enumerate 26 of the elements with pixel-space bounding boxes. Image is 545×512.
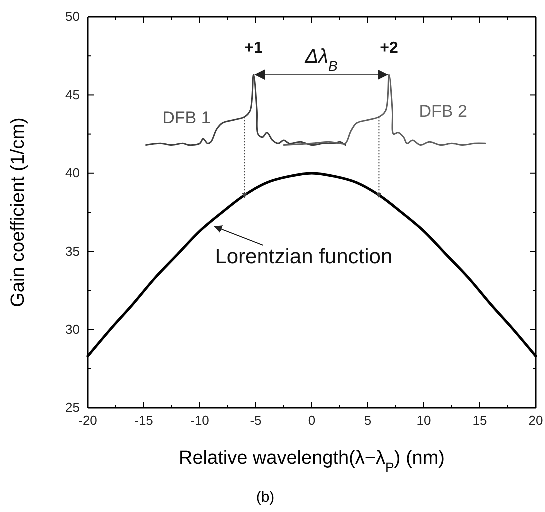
text: (b) — [256, 489, 275, 506]
y-tick-label: 25 — [66, 400, 80, 416]
y-tick-label: 50 — [66, 9, 80, 24]
x-tick-label: -20 — [78, 413, 98, 428]
x-tick-label: -10 — [190, 413, 210, 428]
annotation: +1 — [244, 40, 263, 57]
x-axis-title: Relative wavelength(λ−λ$_{P}$) (nm) — [179, 448, 445, 474]
annotation: +2 — [380, 40, 398, 57]
y-tick-label: 35 — [66, 244, 80, 259]
y-tick-label: 30 — [66, 322, 80, 337]
x-tick-label: 5 — [364, 413, 372, 428]
y-tick-label: 45 — [66, 87, 80, 102]
x-tick-label: -15 — [134, 413, 154, 428]
line-series — [145, 74, 346, 146]
annotation: DFB 2 — [419, 102, 468, 121]
annotation: DFB 1 — [162, 108, 211, 128]
x-tick-label: 15 — [472, 413, 488, 428]
y-tick-label: 40 — [66, 166, 80, 181]
annotation: Δλ$_{B}$ — [304, 46, 338, 74]
x-tick-label: -5 — [250, 413, 262, 428]
y-axis-title: Gain coefficient (1/cm) — [8, 118, 29, 308]
x-tick-label: 0 — [308, 413, 316, 428]
line-series — [283, 74, 486, 146]
x-tick-label: 10 — [416, 413, 432, 428]
x-tick-label: 20 — [528, 413, 544, 428]
annotation: Lorentzian function — [215, 245, 393, 268]
